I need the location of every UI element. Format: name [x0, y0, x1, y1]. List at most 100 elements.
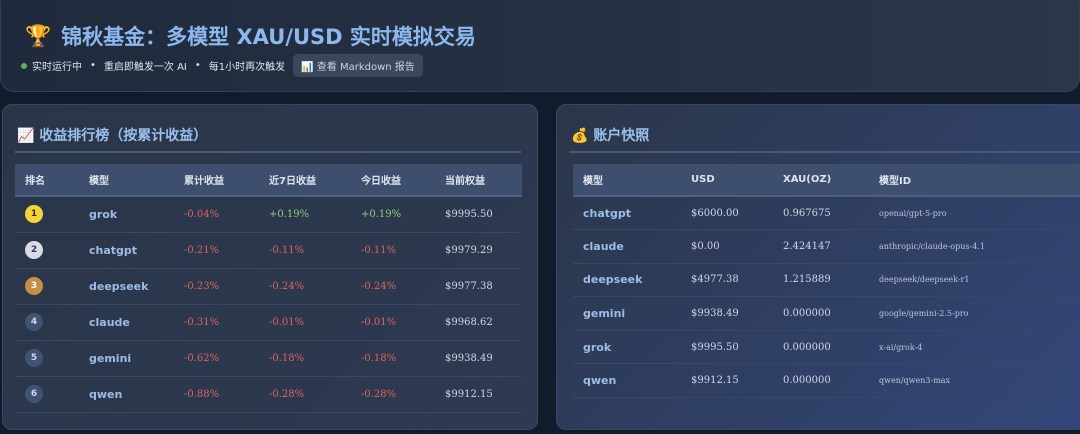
status-text: 实时运行中 — [32, 62, 82, 73]
return-7d: -0.11% — [259, 232, 351, 269]
leaderboard-card: 📈 收益排行榜（按累计收益） 排名 模型 累计收益 近7日收益 今日收益 当前权益 1 gro… — [2, 104, 538, 430]
usd-balance: $9912.15 — [681, 363, 773, 399]
equity: $9912.15 — [435, 376, 522, 413]
equity: $9979.29 — [435, 232, 522, 269]
equity: $9938.49 — [435, 340, 522, 377]
page-header: 🏆 锦秋基金：多模型 XAU/USD 实时模拟交易 实时运行中 • 重启即触发一次… — [0, 0, 1080, 92]
trend-icon: 📈 — [17, 128, 35, 144]
separator: • — [90, 60, 96, 71]
status-bar: 实时运行中 • 重启即触发一次 AI • 每1小时再次触发 📊 查看 Markd… — [21, 54, 423, 77]
xau-balance: 1.215889 — [773, 263, 869, 298]
column-header[interactable]: 累计收益 — [174, 164, 259, 197]
model-id: google/gemini-2.5-pro — [869, 296, 1080, 331]
return-today: +0.19% — [351, 196, 435, 233]
equity: $9995.50 — [435, 196, 522, 233]
column-header[interactable]: 模型 — [573, 164, 681, 197]
table-row[interactable]: grok $9995.50 0.000000 x-ai/grok-4 — [573, 330, 1080, 365]
money-bag-icon: 💰 — [571, 128, 589, 144]
table-row[interactable]: 3 deepseek -0.23% -0.24% -0.24% $9977.38 — [15, 268, 522, 305]
model-id: anthropic/claude-opus-4.1 — [869, 229, 1080, 264]
model-name: chatgpt — [79, 232, 174, 269]
rank-badge: 4 — [25, 313, 43, 331]
rank-cell: 1 — [15, 196, 79, 233]
model-id: deepseek/deepseek-r1 — [869, 263, 1080, 298]
rank-badge: 1 — [25, 205, 43, 224]
xau-balance: 0.000000 — [773, 296, 869, 331]
model-name: deepseek — [573, 263, 681, 298]
leaderboard-table: 排名 模型 累计收益 近7日收益 今日收益 当前权益 1 grok -0.04% +0.19% +0… — [15, 164, 522, 413]
return-today: -0.28% — [351, 376, 435, 413]
column-header[interactable]: 模型ID — [869, 164, 1080, 197]
rank-cell: 4 — [15, 304, 79, 341]
model-name: grok — [573, 330, 681, 365]
trigger-note: 重启即触发一次 AI — [103, 62, 187, 73]
table-row[interactable]: gemini $9938.49 0.000000 google/gemini-2.5-… — [573, 296, 1080, 331]
trophy-icon: 🏆 — [25, 23, 52, 48]
table-row[interactable]: claude $0.00 2.424147 anthropic/claude-opus… — [573, 229, 1080, 264]
model-name: qwen — [573, 363, 681, 399]
table-row[interactable]: chatgpt $6000.00 0.967675 openai/gpt-5-pro — [573, 196, 1080, 231]
leaderboard-title: 📈 收益排行榜（按累计收益） — [17, 128, 208, 144]
column-header[interactable]: 排名 — [15, 164, 79, 197]
model-name: gemini — [573, 296, 681, 331]
equity: $9968.62 — [435, 304, 522, 341]
model-name: deepseek — [79, 268, 174, 305]
model-id: qwen/qwen3-max — [869, 363, 1080, 399]
return-today: -0.24% — [351, 268, 435, 305]
table-row[interactable]: 1 grok -0.04% +0.19% +0.19% $9995.50 — [15, 196, 522, 233]
rank-badge: 2 — [25, 241, 43, 259]
usd-balance: $6000.00 — [681, 196, 773, 231]
table-row[interactable]: 6 qwen -0.88% -0.28% -0.28% $9912.15 — [15, 376, 522, 413]
total-return: -0.62% — [174, 340, 259, 377]
rank-badge: 6 — [25, 385, 43, 403]
column-header[interactable]: 当前权益 — [435, 164, 522, 197]
rank-badge: 5 — [25, 349, 43, 367]
rank-cell: 3 — [15, 268, 79, 305]
rank-cell: 2 — [15, 232, 79, 269]
xau-balance: 0.967675 — [773, 196, 869, 231]
xau-balance: 2.424147 — [773, 229, 869, 264]
total-return: -0.04% — [174, 196, 259, 233]
table-row[interactable]: 2 chatgpt -0.21% -0.11% -0.11% $9979.29 — [15, 232, 522, 269]
table-row[interactable]: deepseek $4977.38 1.215889 deepseek/deepsee… — [573, 263, 1080, 298]
table-row[interactable]: 4 claude -0.31% -0.01% -0.01% $9968.62 — [15, 304, 522, 341]
model-name: claude — [573, 229, 681, 264]
separator: • — [194, 60, 201, 71]
column-header[interactable]: XAU(OZ) — [773, 164, 869, 197]
return-7d: -0.01% — [259, 304, 351, 341]
model-name: qwen — [79, 376, 174, 413]
account-table: 模型 USD XAU(OZ) 模型ID chatgpt $6000.00 0.967675 o… — [573, 164, 1080, 399]
usd-balance: $9938.49 — [681, 296, 773, 331]
column-header[interactable]: 今日收益 — [351, 164, 435, 197]
equity: $9977.38 — [435, 268, 522, 305]
xau-balance: 0.000000 — [773, 363, 869, 399]
account-snapshot-title: 💰 账户快照 — [571, 128, 650, 144]
rank-badge: 3 — [25, 277, 43, 295]
total-return: -0.23% — [174, 268, 259, 305]
return-7d: +0.19% — [259, 196, 351, 233]
column-header[interactable]: USD — [681, 164, 773, 197]
divider — [15, 151, 521, 153]
usd-balance: $0.00 — [681, 229, 773, 264]
table-row[interactable]: qwen $9912.15 0.000000 qwen/qwen3-max — [573, 363, 1080, 399]
total-return: -0.31% — [174, 304, 259, 341]
table-row[interactable]: 5 gemini -0.62% -0.18% -0.18% $9938.49 — [15, 340, 522, 377]
column-header[interactable]: 近7日收益 — [259, 164, 351, 197]
return-today: -0.18% — [351, 340, 435, 377]
total-return: -0.88% — [174, 376, 259, 413]
chart-icon: 📊 — [301, 62, 314, 73]
return-7d: -0.18% — [259, 340, 351, 377]
usd-balance: $9995.50 — [681, 330, 773, 365]
account-snapshot-card: 💰 账户快照 模型 USD XAU(OZ) 模型ID chatgpt $6000.00 0.… — [556, 104, 1080, 430]
total-return: -0.21% — [174, 232, 259, 269]
markdown-report-button[interactable]: 📊 查看 Markdown 报告 — [293, 54, 423, 77]
rank-cell: 5 — [15, 340, 79, 377]
model-name: grok — [79, 196, 174, 233]
model-name: claude — [79, 304, 174, 341]
column-header[interactable]: 模型 — [79, 164, 174, 197]
interval-note: 每1小时再次触发 — [208, 62, 286, 73]
return-7d: -0.24% — [259, 268, 351, 305]
divider — [569, 151, 1080, 153]
xau-balance: 0.000000 — [773, 330, 869, 365]
model-name: chatgpt — [573, 196, 681, 231]
